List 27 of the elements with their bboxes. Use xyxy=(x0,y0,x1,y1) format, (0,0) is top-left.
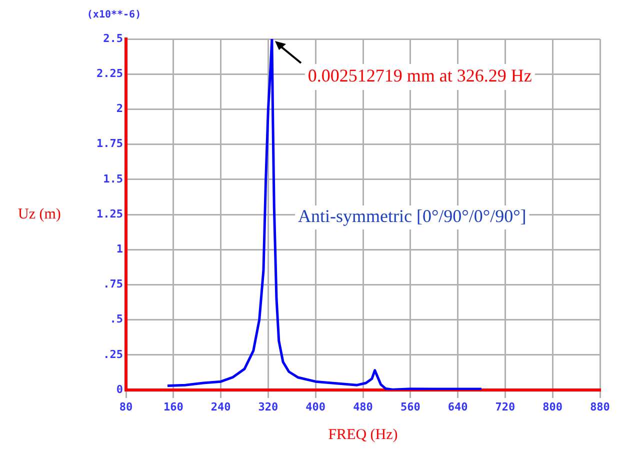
x-tick-label: 720 xyxy=(495,400,516,414)
x-tick-label: 560 xyxy=(400,400,420,414)
y-tick-label: 2 xyxy=(116,102,123,116)
y-axis-title: Uz (m) xyxy=(18,206,61,222)
x-axis-title: FREQ (Hz) xyxy=(328,426,398,443)
y-tick-label: 1.5 xyxy=(103,172,123,186)
y-tick-label: .75 xyxy=(103,278,123,291)
y-tick-label: 1.25 xyxy=(96,207,123,220)
y-tick-label: .5 xyxy=(110,312,123,326)
y-tick-label: 2.25 xyxy=(96,66,123,80)
y-tick-label: 0 xyxy=(116,382,123,396)
y-tick-label: 1.75 xyxy=(96,137,123,150)
x-tick-label: 640 xyxy=(448,400,468,414)
x-tick-label: 800 xyxy=(542,400,563,414)
text: (x10**-6) xyxy=(86,10,142,21)
x-tick-label: 160 xyxy=(163,400,184,414)
x-tick-label: 400 xyxy=(306,400,326,414)
y-tick-label: .25 xyxy=(103,348,123,361)
annotation: Anti-symmetric [0°/90°/0°/90°] xyxy=(298,206,526,226)
x-tick-label: 320 xyxy=(258,400,278,414)
y-tick-label: 1 xyxy=(116,242,124,256)
y-tick-label: 2.5 xyxy=(103,32,123,45)
x-tick-label: 80 xyxy=(119,400,133,414)
x-tick-label: 880 xyxy=(590,400,610,414)
x-tick-label: 480 xyxy=(353,400,373,414)
x-tick-label: 240 xyxy=(210,400,231,414)
annotation: 0.002512719 mm at 326.29 Hz xyxy=(308,66,532,86)
